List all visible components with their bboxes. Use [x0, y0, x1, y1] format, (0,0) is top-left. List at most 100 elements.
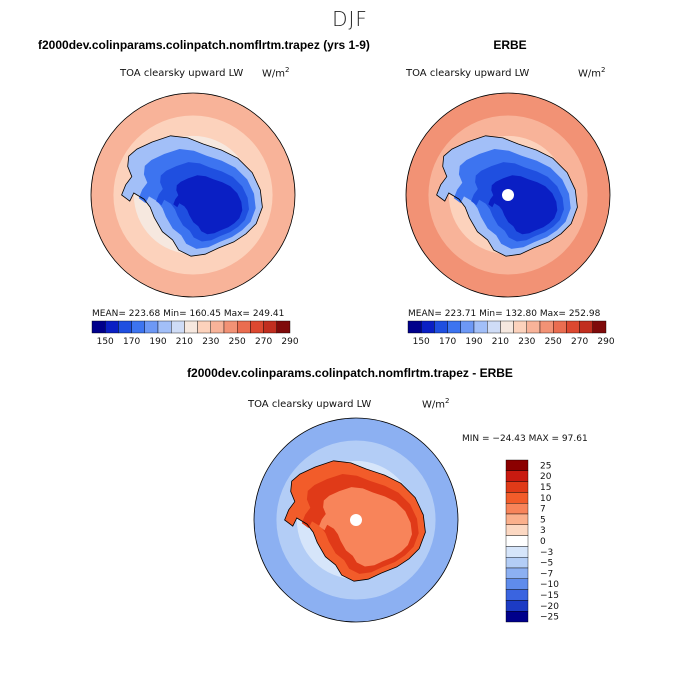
left-colorbar-swatch: [170, 320, 185, 334]
left-colorbar-swatch: [157, 320, 172, 334]
right-field-label: TOA clearsky upward LW: [406, 68, 530, 79]
left-colorbar-swatch: [236, 320, 251, 334]
left-colorbar-tick-label: 250: [229, 337, 246, 347]
right-colorbar-swatch: [447, 320, 462, 334]
right-colorbar-swatch: [513, 320, 527, 334]
diff-colorbar-swatch: [505, 567, 529, 580]
model-map-coastline: [121, 135, 263, 257]
diff-colorbar-tick-label: 0: [540, 537, 546, 547]
diff-colorbar-tick-label: 25: [540, 461, 551, 471]
diff-colorbar-swatch: [505, 611, 529, 623]
diff-colorbar-swatch: [505, 557, 529, 569]
diff-colorbar-tick-label: 5: [540, 515, 546, 525]
right-colorbar-swatch: [407, 320, 422, 334]
left-colorbar-tick-label: 190: [149, 337, 166, 347]
diff-colorbar-tick-label: −20: [540, 602, 559, 612]
left-colorbar-swatch: [250, 320, 264, 334]
right-colorbar-swatch: [434, 320, 448, 334]
left-colorbar-swatch: [276, 320, 291, 334]
right-colorbar-tick-label: 150: [413, 337, 430, 347]
left-colorbar-swatch: [223, 320, 238, 334]
diff-colorbar-swatch: [505, 492, 529, 504]
left-units-label: W/m2: [262, 66, 290, 80]
diff-colorbar-swatch: [505, 600, 529, 612]
diff-colorbar-swatch: [505, 503, 529, 515]
right-stats: MEAN= 223.71 Min= 132.80 Max= 252.98: [408, 309, 601, 319]
right-colorbar-swatch: [579, 320, 593, 334]
left-colorbar-swatch: [210, 320, 225, 334]
right-colorbar-tick-label: 270: [571, 337, 588, 347]
left-colorbar-swatch: [118, 320, 132, 334]
diff-colorbar-swatch: [505, 524, 529, 536]
right-colorbar-swatch: [473, 320, 488, 334]
left-colorbar-tick-label: 170: [123, 337, 140, 347]
model-polar-map: [91, 93, 295, 297]
diff-colorbar-swatch: [505, 470, 529, 482]
diff-field-label: TOA clearsky upward LW: [248, 399, 372, 410]
diff-map-land-level: [319, 487, 412, 567]
diff-stats: MIN = −24.43 MAX = 97.61: [462, 434, 588, 444]
left-colorbar-tick-label: 230: [202, 337, 219, 347]
diff-colorbar-tick-label: −25: [540, 613, 559, 623]
right-colorbar-swatch: [553, 320, 567, 334]
right-colorbar-swatch: [566, 320, 580, 334]
diff-colorbar-tick-label: 20: [540, 472, 552, 482]
right-colorbar: 150 170 190 210 230 250 270 290: [407, 320, 615, 347]
diff-colorbar-swatch: [505, 459, 529, 472]
right-colorbar-tick-label: 230: [518, 337, 535, 347]
left-colorbar-swatch: [184, 320, 198, 334]
diff-colorbar-swatch: [505, 513, 529, 526]
left-colorbar: 150 170 190 210 230 250 270 290: [91, 320, 299, 347]
right-colorbar-tick-label: 210: [492, 337, 509, 347]
right-colorbar-tick-label: 250: [545, 337, 562, 347]
left-colorbar-tick-label: 290: [281, 337, 298, 347]
left-colorbar-tick-label: 150: [97, 337, 114, 347]
diff-colorbar-swatch: [505, 546, 529, 558]
difference-polar-map: [254, 418, 458, 622]
diff-units-label: W/m2: [422, 397, 450, 411]
diff-colorbar-tick-label: 3: [540, 526, 546, 536]
left-colorbar-tick-label: 270: [255, 337, 272, 347]
right-colorbar-swatch: [500, 320, 514, 334]
right-colorbar-swatch: [421, 320, 435, 334]
left-colorbar-swatch: [91, 320, 106, 334]
right-units-label: W/m2: [578, 66, 606, 80]
model-map-land-level: [173, 175, 243, 235]
erbe-polar-map: [406, 93, 610, 297]
right-colorbar-tick-label: 190: [465, 337, 482, 347]
map-border: [90, 92, 296, 298]
left-colorbar-tick-label: 210: [176, 337, 193, 347]
diff-colorbar-swatch: [505, 578, 529, 590]
right-colorbar-swatch: [487, 320, 501, 334]
diff-colorbar-swatch: [505, 481, 529, 493]
right-panel-title: ERBE: [493, 38, 527, 52]
left-colorbar-swatch: [197, 320, 212, 334]
right-colorbar-swatch: [526, 320, 541, 334]
left-colorbar-swatch: [104, 320, 119, 334]
diff-colorbar-tick-label: 7: [540, 505, 546, 515]
left-panel-title: f2000dev.colinparams.colinpatch.nomflrtm…: [38, 38, 370, 52]
right-colorbar-swatch: [539, 320, 554, 334]
diff-map-coastline: [284, 460, 426, 582]
diff-colorbar-tick-label: −3: [540, 548, 553, 558]
left-stats: MEAN= 223.68 Min= 160.45 Max= 249.41: [92, 309, 285, 319]
erbe-map-coastline: [436, 135, 578, 257]
diff-colorbar-tick-label: −10: [540, 580, 559, 590]
diff-colorbar-tick-label: 15: [540, 483, 551, 493]
left-colorbar-swatch: [263, 320, 278, 334]
left-colorbar-swatch: [131, 320, 146, 334]
right-colorbar-swatch: [592, 320, 607, 334]
diff-map-pole-hole: [350, 514, 362, 526]
right-colorbar-tick-label: 290: [597, 337, 614, 347]
diff-colorbar-tick-label: −5: [540, 559, 553, 569]
map-border: [405, 92, 611, 298]
diff-colorbar-tick-label: −7: [540, 569, 553, 579]
diff-colorbar-tick-label: −15: [540, 591, 559, 601]
right-colorbar-tick-label: 170: [439, 337, 456, 347]
diff-colorbar-swatch: [505, 535, 529, 547]
diff-colorbar-tick-label: 10: [540, 494, 552, 504]
right-colorbar-swatch: [460, 320, 475, 334]
diff-colorbar-swatch: [505, 589, 529, 601]
